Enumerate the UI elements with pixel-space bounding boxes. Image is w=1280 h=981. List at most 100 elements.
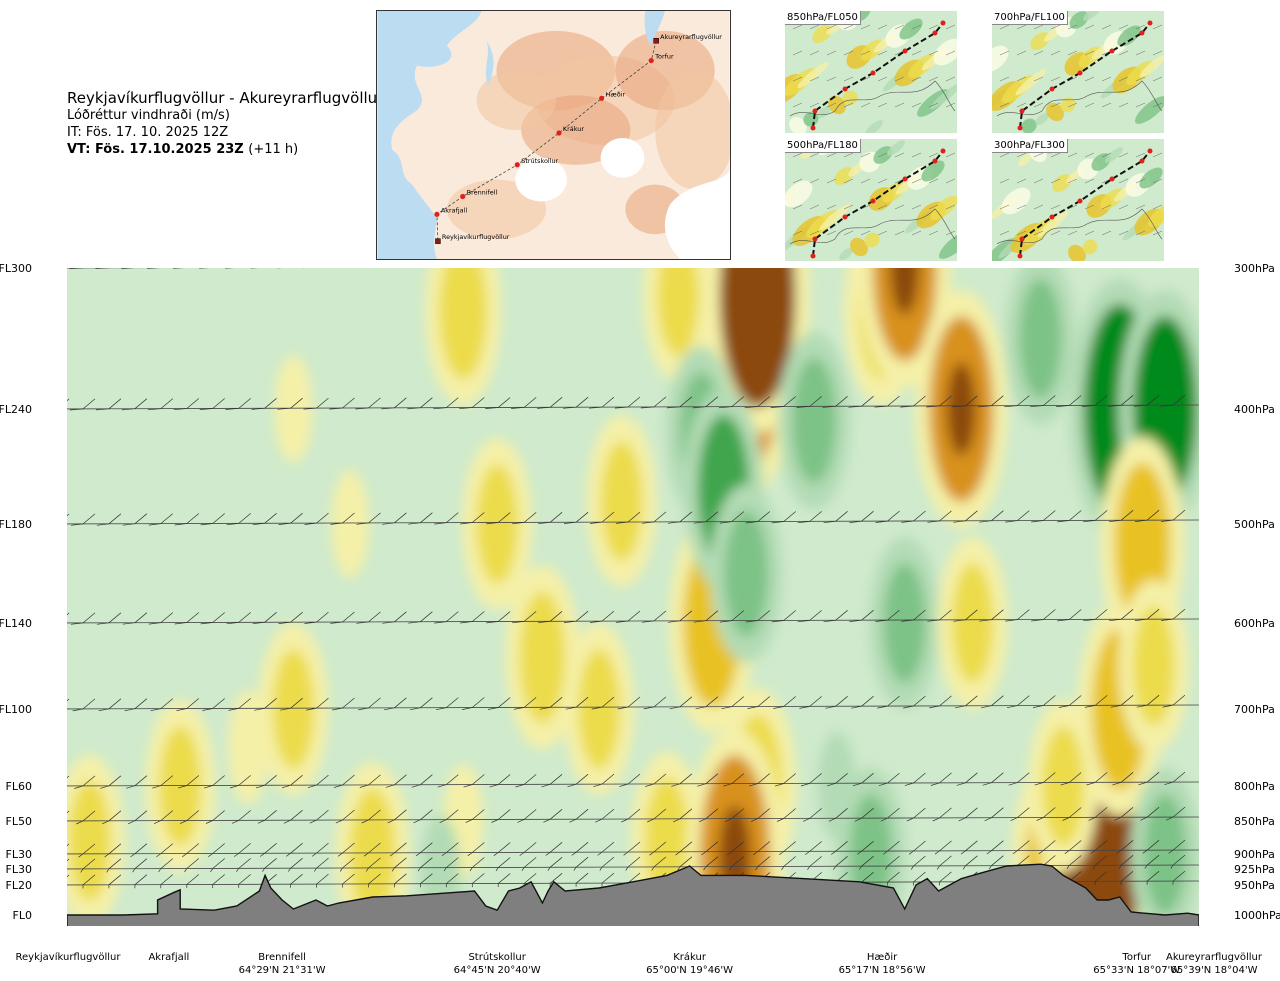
map-point-label: Hæðir [606,90,626,98]
wind-barb [799,696,822,709]
wind-barb [1005,510,1030,523]
wind-barb [74,775,96,789]
wind-barb [122,612,148,625]
wind-barb [67,843,70,847]
mini-map-barb [1016,204,1027,210]
mini-map-barb [1050,152,1061,158]
mini-map-barb [1152,50,1163,56]
mini-map-300[interactable]: 300hPa/FL300 [992,139,1164,261]
wind-barb [307,774,329,789]
route-point-coord: 64°29'N 21°31'W [239,965,326,976]
mini-map-barb [809,76,820,82]
mini-map-barb [1033,230,1044,236]
wind-barb [132,858,148,873]
mini-map-point [902,176,908,182]
mini-map-barb [999,76,1010,82]
wind-barb [389,842,407,857]
route-point-labels: Reykjavíkurflugvöllur Akrafjall Brennifell… [16,951,1263,976]
mini-map-point [1077,70,1083,76]
wind-barb [251,268,258,269]
wind-barb [200,612,225,625]
mini-map-coast [789,80,956,117]
mini-map-barb [1135,204,1146,210]
wind-barb [72,698,96,712]
wind-barb [303,397,329,410]
mini-map-point [1147,148,1153,154]
wind-barb [729,856,745,871]
wind-barb [104,843,122,858]
pressure-level-label: 800hPa [1234,780,1275,793]
wind-barb [174,513,200,526]
map-glacier-1 [515,157,567,202]
mini-map-barb [999,50,1010,56]
wind-barb [1108,395,1134,407]
mini-map-barb [894,102,905,108]
w-contour-core [946,362,976,456]
wind-barb [460,611,485,624]
mini-map-barb [1067,50,1078,56]
wind-barb [770,396,796,408]
wind-barb [463,774,485,788]
wind-barb [615,256,641,267]
wind-barb [797,511,822,524]
wind-barb [493,842,511,856]
wind-barb [471,873,485,888]
flight-level-label: FL140 [0,617,32,630]
wind-barb [225,268,234,269]
w-contour [792,357,837,484]
wind-barb [934,840,952,855]
mini-map-850[interactable]: 850hPa/FL050 [785,11,957,133]
wind-barb [1168,839,1186,854]
mini-map-barb [999,24,1010,30]
wind-barb [413,809,433,824]
wind-barb [203,775,225,789]
wind-barb [543,809,563,823]
wind-barb [779,841,796,855]
wind-barb [285,842,303,857]
wind-barb [1038,840,1056,855]
wind-barb [182,843,200,858]
wind-barb [126,775,148,789]
wind-barb [1010,807,1030,822]
mini-map-barb [1084,230,1095,236]
mini-map-barb [1152,230,1163,236]
mini-map-field [1105,147,1123,163]
mini-map-point [940,20,946,26]
wind-barb [78,843,96,858]
wind-barb [1066,855,1082,870]
wind-barb [381,397,407,410]
wind-barb [69,268,84,269]
wind-barb [225,398,251,410]
wind-barb [781,856,796,871]
mini-map-barb [860,102,871,108]
wind-barb [290,873,303,888]
wind-barb [641,610,667,623]
wind-barb [177,775,200,789]
mini-map-700-label: 700hPa/FL100 [992,11,1068,25]
route-point-name: Akureyrarflugvöllur [1166,952,1263,963]
mini-map-point [812,108,818,114]
wind-barb [796,255,822,266]
mini-map-500[interactable]: 500hPa/FL180 [785,139,957,261]
wind-barb [719,610,745,623]
mini-map-500-canvas [785,139,957,261]
mini-map-barb [1050,178,1061,184]
wind-barb [833,856,848,870]
mini-map-barb [1067,230,1078,236]
wind-barb [1134,255,1160,265]
mini-map-barb [894,24,905,30]
wind-barb [67,775,70,779]
wind-barb [1088,807,1108,821]
pressure-level-label: 1000hPa [1234,909,1280,922]
wind-barb [802,808,822,822]
wind-barb [537,397,563,409]
mini-map-barb [792,102,803,108]
route-point-coord: 65°00'N 19°46'W [646,965,733,976]
mini-map-700[interactable]: 700hPa/FL100 [992,11,1164,133]
w-contour [159,726,202,846]
route-point-name: Brennifell [258,952,306,963]
wind-barb [549,873,563,887]
mini-map-barb [1067,24,1078,30]
wind-barb [981,695,1004,709]
wind-barb [277,268,282,269]
